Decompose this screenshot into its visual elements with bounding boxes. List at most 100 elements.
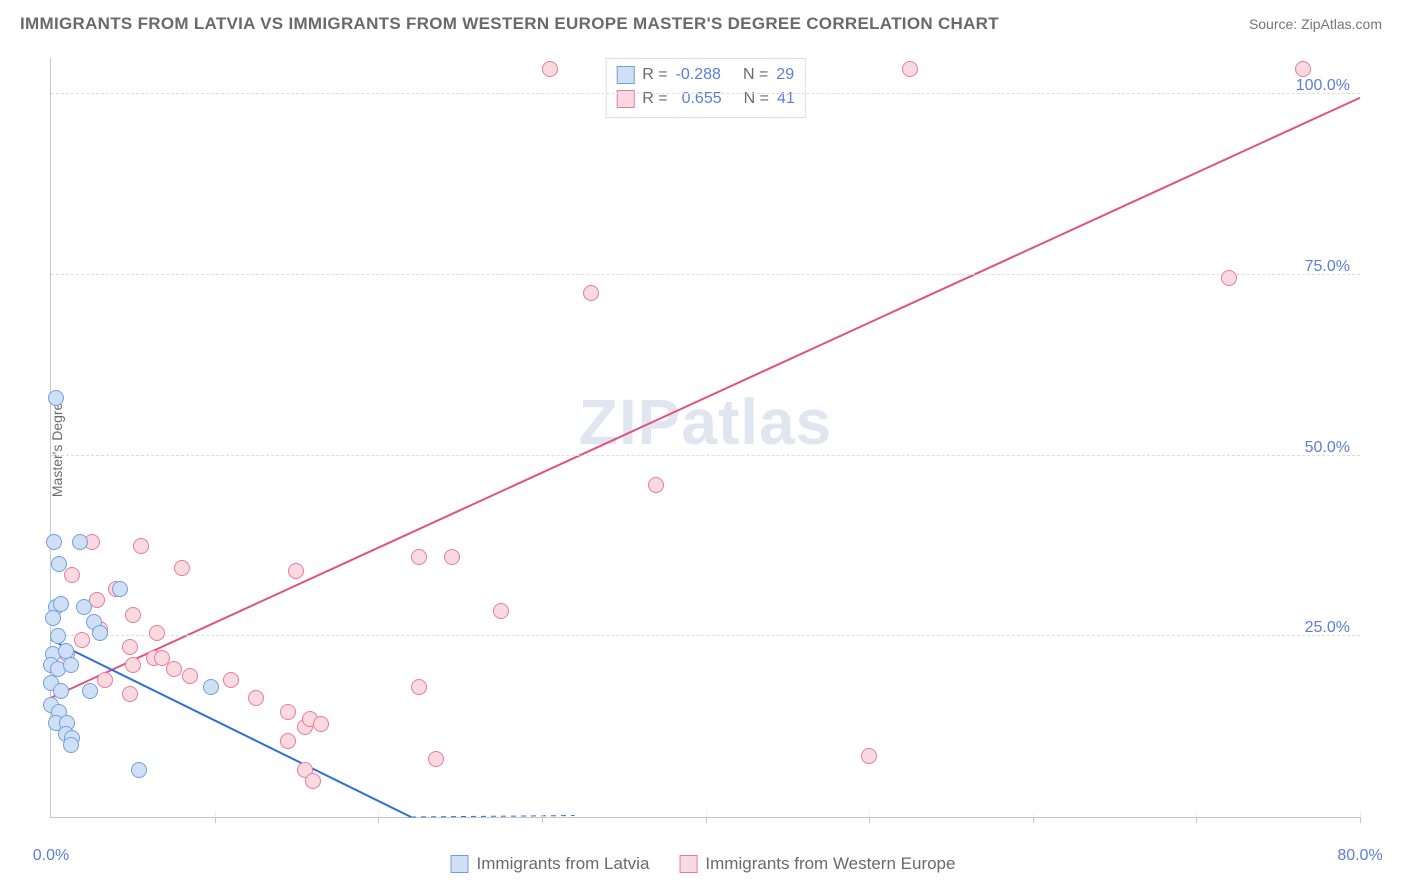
gridline-h bbox=[51, 274, 1360, 275]
trend-line bbox=[51, 98, 1360, 698]
legend-swatch-latvia bbox=[616, 66, 634, 84]
scatter-point bbox=[51, 556, 67, 572]
x-tick bbox=[215, 817, 216, 823]
scatter-point bbox=[428, 751, 444, 767]
scatter-point bbox=[411, 549, 427, 565]
trend-line bbox=[411, 816, 575, 817]
gridline-v bbox=[869, 811, 870, 817]
scatter-point bbox=[280, 733, 296, 749]
gridline-v bbox=[1360, 811, 1361, 817]
legend-stats-row-latvia: R = -0.288 N = 29 bbox=[616, 63, 795, 87]
gridline-v bbox=[215, 811, 216, 817]
scatter-point bbox=[493, 603, 509, 619]
gridline-h bbox=[51, 635, 1360, 636]
scatter-point bbox=[542, 61, 558, 77]
scatter-point bbox=[97, 672, 113, 688]
gridline-h bbox=[51, 93, 1360, 94]
x-tick bbox=[1360, 817, 1361, 823]
scatter-point bbox=[248, 690, 264, 706]
scatter-point bbox=[64, 567, 80, 583]
scatter-point bbox=[125, 607, 141, 623]
y-tick-label: 75.0% bbox=[1305, 258, 1350, 276]
scatter-point bbox=[1295, 61, 1311, 77]
x-tick bbox=[378, 817, 379, 823]
x-tick-label: 0.0% bbox=[33, 847, 69, 865]
scatter-point bbox=[125, 657, 141, 673]
scatter-point bbox=[182, 668, 198, 684]
scatter-point bbox=[902, 61, 918, 77]
scatter-point bbox=[46, 534, 62, 550]
scatter-point bbox=[149, 625, 165, 641]
bottom-legend-western: Immigrants from Western Europe bbox=[679, 854, 955, 874]
scatter-point bbox=[63, 657, 79, 673]
scatter-point bbox=[45, 610, 61, 626]
legend-n-label: N = bbox=[743, 63, 768, 87]
bottom-label-latvia: Immigrants from Latvia bbox=[477, 854, 650, 874]
y-tick-label: 100.0% bbox=[1296, 77, 1350, 95]
legend-stats-box: R = -0.288 N = 29 R = 0.655 N = 41 bbox=[605, 58, 806, 118]
scatter-point bbox=[223, 672, 239, 688]
bottom-legend-latvia: Immigrants from Latvia bbox=[451, 854, 650, 874]
scatter-point bbox=[411, 679, 427, 695]
y-tick-label: 50.0% bbox=[1305, 439, 1350, 457]
x-tick bbox=[869, 817, 870, 823]
x-tick bbox=[1033, 817, 1034, 823]
scatter-point bbox=[583, 285, 599, 301]
y-tick-label: 25.0% bbox=[1305, 619, 1350, 637]
scatter-point bbox=[174, 560, 190, 576]
scatter-point bbox=[313, 716, 329, 732]
legend-r-value-western: 0.655 bbox=[682, 87, 722, 111]
scatter-point bbox=[648, 477, 664, 493]
scatter-point bbox=[131, 762, 147, 778]
bottom-swatch-latvia bbox=[451, 855, 469, 873]
scatter-point bbox=[122, 639, 138, 655]
scatter-point bbox=[288, 563, 304, 579]
scatter-plot-area: ZIPatlas R = -0.288 N = 29 R = 0.655 N =… bbox=[50, 58, 1360, 818]
bottom-swatch-western bbox=[679, 855, 697, 873]
gridline-h bbox=[51, 455, 1360, 456]
x-tick bbox=[542, 817, 543, 823]
scatter-point bbox=[280, 704, 296, 720]
bottom-legend: Immigrants from Latvia Immigrants from W… bbox=[451, 854, 956, 874]
legend-r-value-latvia: -0.288 bbox=[676, 63, 721, 87]
scatter-point bbox=[53, 596, 69, 612]
scatter-point bbox=[53, 683, 69, 699]
bottom-label-western: Immigrants from Western Europe bbox=[705, 854, 955, 874]
legend-n-label: N = bbox=[744, 87, 769, 111]
scatter-point bbox=[50, 628, 66, 644]
gridline-v bbox=[542, 811, 543, 817]
trend-lines-layer bbox=[51, 58, 1360, 817]
legend-r-label: R = bbox=[642, 63, 667, 87]
scatter-point bbox=[74, 632, 90, 648]
trend-line bbox=[51, 640, 411, 817]
legend-n-value-latvia: 29 bbox=[776, 63, 794, 87]
x-tick bbox=[1196, 817, 1197, 823]
scatter-point bbox=[82, 683, 98, 699]
watermark-light: atlas bbox=[681, 386, 832, 458]
scatter-point bbox=[72, 534, 88, 550]
legend-r-label: R = bbox=[642, 87, 667, 111]
scatter-point bbox=[444, 549, 460, 565]
gridline-v bbox=[1033, 811, 1034, 817]
scatter-point bbox=[92, 625, 108, 641]
scatter-point bbox=[76, 599, 92, 615]
scatter-point bbox=[133, 538, 149, 554]
scatter-point bbox=[166, 661, 182, 677]
gridline-v bbox=[378, 811, 379, 817]
scatter-point bbox=[305, 773, 321, 789]
legend-n-value-western: 41 bbox=[777, 87, 795, 111]
scatter-point bbox=[203, 679, 219, 695]
gridline-v bbox=[1196, 811, 1197, 817]
scatter-point bbox=[1221, 270, 1237, 286]
scatter-point bbox=[861, 748, 877, 764]
watermark: ZIPatlas bbox=[579, 385, 832, 459]
scatter-point bbox=[122, 686, 138, 702]
scatter-point bbox=[48, 390, 64, 406]
gridline-v bbox=[706, 811, 707, 817]
chart-title: IMMIGRANTS FROM LATVIA VS IMMIGRANTS FRO… bbox=[20, 14, 999, 34]
x-tick bbox=[706, 817, 707, 823]
x-tick-label: 80.0% bbox=[1337, 847, 1382, 865]
source-attribution: Source: ZipAtlas.com bbox=[1249, 16, 1382, 32]
watermark-bold: ZIP bbox=[579, 386, 682, 458]
scatter-point bbox=[112, 581, 128, 597]
